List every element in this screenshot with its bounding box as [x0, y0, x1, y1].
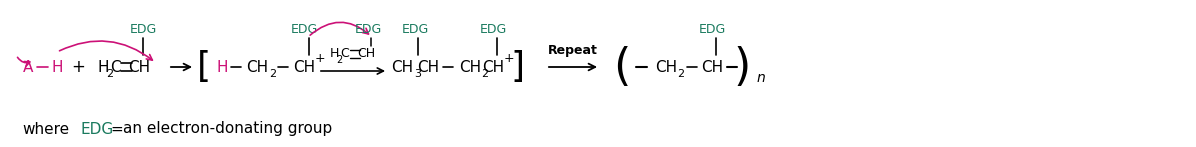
- Text: CH: CH: [655, 60, 677, 75]
- Text: EDG: EDG: [698, 22, 726, 35]
- Text: (: (: [614, 46, 630, 88]
- Text: ]: ]: [511, 50, 525, 84]
- Text: CH: CH: [417, 60, 440, 75]
- Text: C: C: [110, 60, 121, 75]
- Text: 2: 2: [269, 69, 276, 78]
- Text: CH: CH: [128, 60, 151, 75]
- Text: 3: 3: [414, 69, 421, 78]
- Text: H: H: [329, 46, 338, 60]
- Text: CH: CH: [293, 60, 316, 75]
- Text: H: H: [51, 60, 62, 75]
- Text: n: n: [756, 71, 765, 85]
- Text: EDG: EDG: [480, 22, 507, 35]
- Text: 2: 2: [106, 69, 114, 78]
- Text: =: =: [110, 122, 123, 137]
- Text: +: +: [315, 51, 325, 65]
- Text: [: [: [197, 50, 210, 84]
- Text: 2: 2: [482, 69, 488, 78]
- Text: EDG: EDG: [402, 22, 428, 35]
- Text: CH: CH: [482, 60, 505, 75]
- Text: EDG: EDG: [354, 22, 382, 35]
- Text: EDG: EDG: [291, 22, 318, 35]
- Text: 2: 2: [336, 55, 342, 65]
- Text: CH: CH: [246, 60, 269, 75]
- Text: Repeat: Repeat: [548, 44, 598, 56]
- Text: +: +: [71, 58, 85, 76]
- Text: CH: CH: [701, 60, 724, 75]
- Text: ): ): [733, 46, 751, 88]
- Text: H: H: [216, 60, 227, 75]
- Text: CH: CH: [459, 60, 481, 75]
- Text: C: C: [341, 46, 349, 60]
- Text: where: where: [22, 122, 69, 137]
- Text: EDG: EDG: [129, 22, 157, 35]
- Text: 2: 2: [677, 69, 684, 78]
- Text: EDG: EDG: [80, 122, 114, 137]
- Text: +: +: [504, 51, 514, 65]
- Text: an electron-donating group: an electron-donating group: [123, 122, 332, 137]
- Text: CH: CH: [391, 60, 413, 75]
- Text: CH: CH: [356, 46, 376, 60]
- Text: A: A: [23, 60, 33, 75]
- Text: H: H: [97, 60, 109, 75]
